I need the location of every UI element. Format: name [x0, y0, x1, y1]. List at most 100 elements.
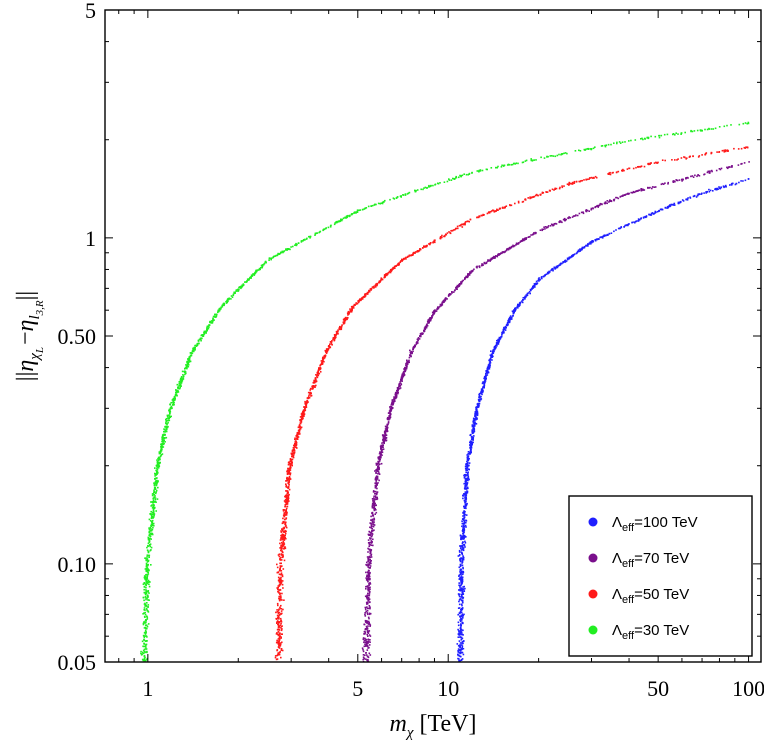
data-point — [544, 228, 546, 230]
data-point — [462, 593, 465, 595]
data-point — [325, 351, 327, 353]
data-point — [428, 318, 431, 320]
data-point — [548, 189, 551, 192]
data-point — [514, 309, 517, 311]
data-point — [282, 541, 285, 543]
data-point — [533, 285, 535, 287]
data-point — [296, 436, 298, 439]
data-point — [463, 537, 465, 540]
data-point — [463, 544, 466, 547]
data-point — [677, 202, 680, 205]
data-point — [362, 637, 365, 639]
data-point — [371, 204, 374, 207]
data-point — [280, 623, 282, 625]
data-point — [472, 438, 474, 440]
data-point — [460, 223, 463, 226]
data-point — [485, 372, 487, 375]
data-point — [147, 590, 150, 592]
data-point — [431, 311, 434, 314]
data-point — [494, 348, 496, 350]
data-point — [280, 549, 282, 552]
data-point — [334, 222, 336, 224]
data-point — [280, 562, 282, 565]
data-point — [284, 537, 286, 539]
data-point — [278, 578, 281, 581]
data-point — [377, 468, 379, 470]
data-point — [475, 410, 477, 412]
data-point — [146, 549, 149, 551]
data-point — [150, 529, 153, 532]
data-point — [592, 176, 595, 179]
data-point — [283, 542, 285, 544]
data-point — [337, 329, 339, 331]
data-point — [461, 522, 464, 525]
data-point — [610, 143, 612, 146]
data-point — [550, 155, 553, 157]
data-point — [461, 600, 464, 602]
data-point — [403, 372, 405, 375]
data-point — [488, 359, 490, 362]
data-point — [157, 480, 159, 482]
data-point — [370, 535, 373, 538]
data-point — [277, 615, 280, 617]
data-point — [160, 448, 162, 451]
data-point — [501, 333, 503, 336]
data-point — [389, 416, 392, 418]
data-point — [701, 154, 703, 156]
data-point — [460, 281, 462, 283]
data-point — [160, 454, 163, 456]
data-point — [467, 471, 469, 473]
data-point — [513, 244, 516, 247]
data-point — [623, 226, 625, 228]
data-point — [716, 188, 718, 191]
data-point — [709, 170, 711, 172]
data-point — [277, 571, 280, 574]
data-point — [377, 466, 380, 468]
data-point — [748, 161, 750, 163]
data-point — [300, 419, 303, 422]
data-point — [460, 614, 463, 617]
data-point — [291, 450, 294, 453]
data-point — [278, 598, 281, 601]
data-point — [276, 649, 279, 651]
data-point — [279, 558, 281, 561]
data-point — [153, 506, 155, 509]
data-point — [367, 205, 370, 208]
data-point — [279, 565, 282, 568]
data-point — [693, 130, 696, 132]
data-point — [323, 360, 325, 363]
data-point — [458, 649, 461, 652]
data-point — [476, 406, 479, 408]
data-point — [375, 283, 378, 285]
data-point — [380, 444, 382, 447]
data-point — [298, 425, 301, 427]
data-point — [367, 560, 369, 562]
data-point — [459, 631, 461, 633]
data-point — [329, 343, 331, 345]
data-point — [268, 259, 270, 261]
data-point — [594, 239, 597, 242]
data-point — [373, 505, 375, 507]
data-point — [422, 188, 424, 191]
data-point — [367, 623, 370, 625]
data-point — [279, 624, 281, 627]
data-point — [682, 200, 685, 202]
data-point — [362, 648, 364, 651]
data-point — [226, 299, 229, 301]
data-point — [717, 188, 719, 190]
data-point — [519, 301, 521, 304]
data-point — [145, 566, 148, 568]
data-point — [747, 122, 750, 125]
data-point — [473, 425, 475, 427]
data-point — [698, 175, 701, 177]
data-point — [157, 461, 159, 463]
data-point — [153, 511, 155, 513]
data-point — [492, 349, 495, 351]
data-point — [526, 292, 529, 295]
data-point — [364, 595, 367, 598]
data-point — [537, 279, 539, 282]
data-point — [281, 599, 283, 601]
data-point — [253, 274, 256, 276]
data-point — [463, 517, 465, 519]
data-point — [278, 608, 280, 611]
